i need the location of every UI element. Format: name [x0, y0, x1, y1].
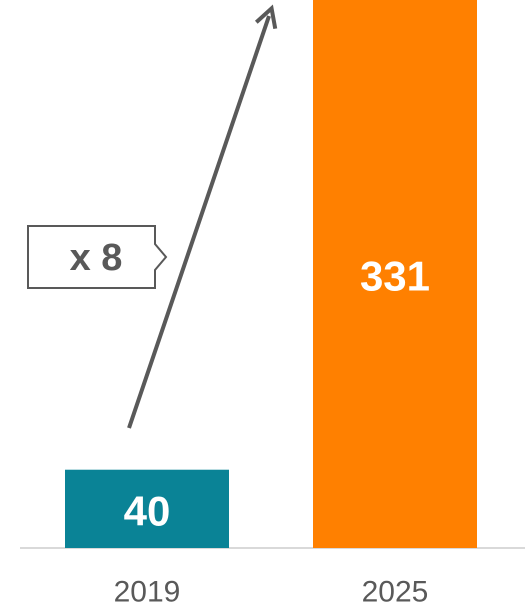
value-label: 40	[124, 487, 171, 534]
bars	[65, 0, 477, 548]
bar	[65, 469, 229, 548]
callout-box	[27, 225, 168, 289]
bar	[313, 0, 477, 548]
growth-arrow	[127, 16, 269, 429]
value-label: 331	[360, 253, 430, 300]
x-tick-label: 2019	[114, 576, 181, 609]
callout-text: x 8	[70, 237, 123, 279]
x-tick-label: 2025	[362, 576, 429, 609]
